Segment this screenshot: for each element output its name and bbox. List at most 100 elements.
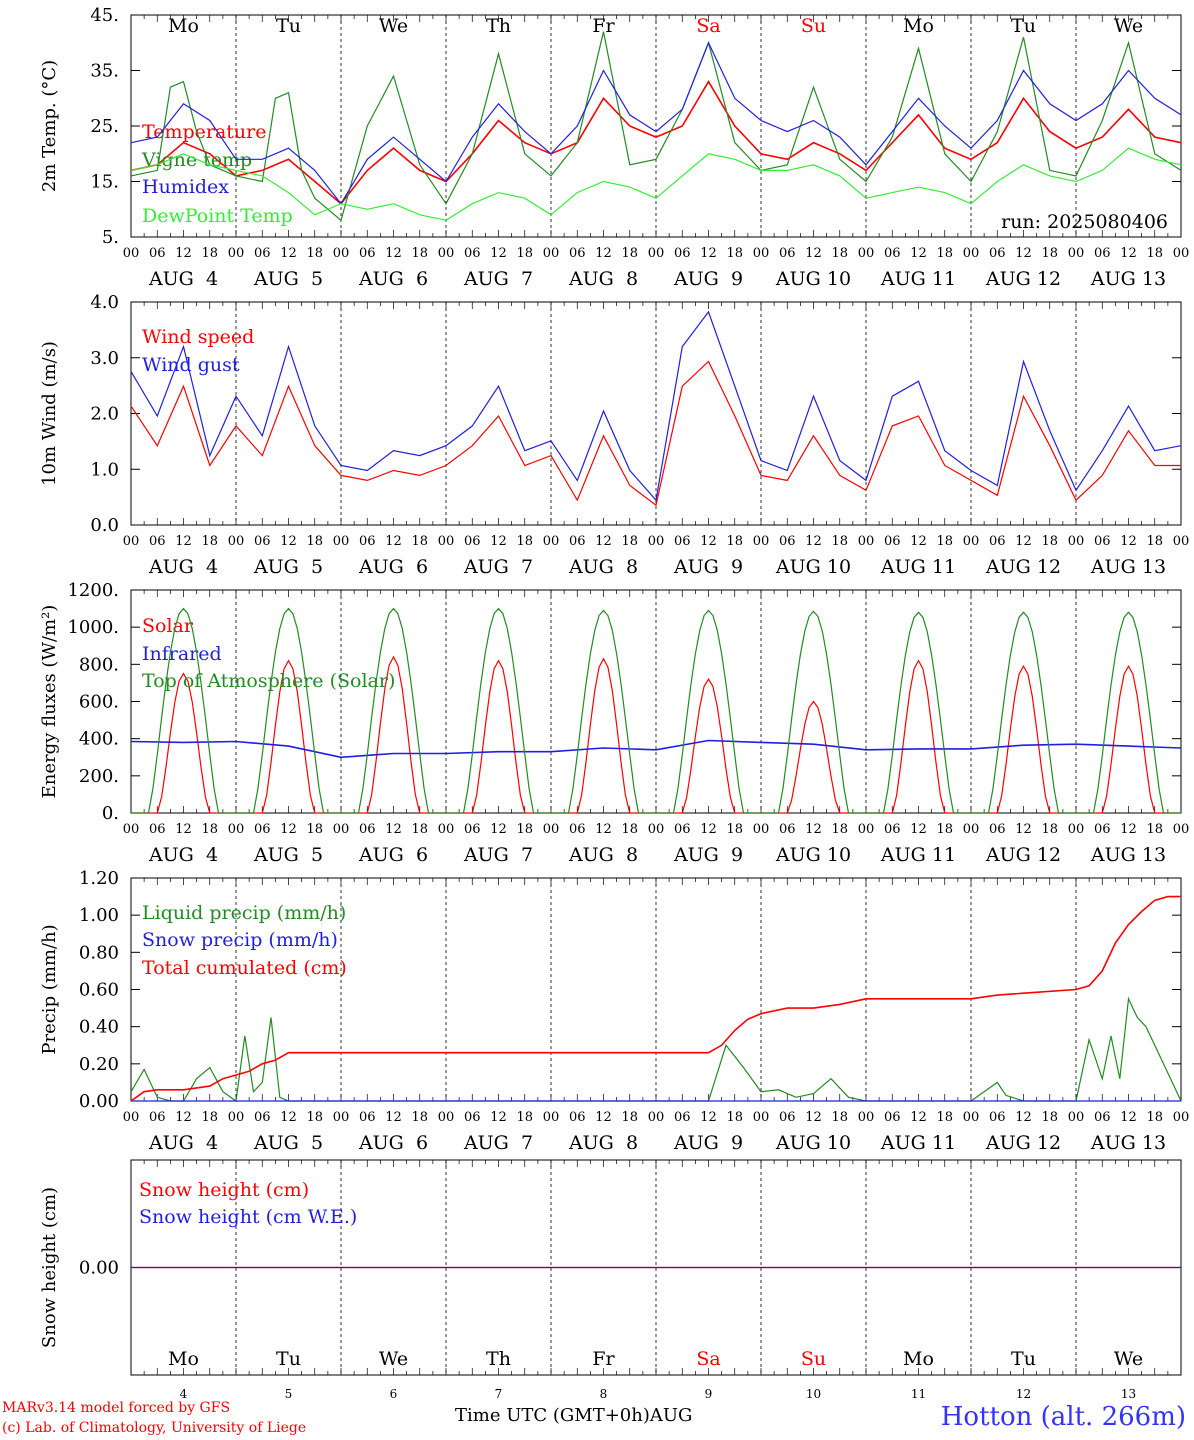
hour-label: 12 <box>700 1110 717 1125</box>
hour-label: 00 <box>543 822 560 837</box>
date-label: AUG 8 <box>568 268 638 290</box>
hour-label: 12 <box>175 822 192 837</box>
hour-label: 00 <box>858 822 875 837</box>
hour-label: 00 <box>753 534 770 549</box>
hour-label: 06 <box>569 822 586 837</box>
hour-label: 12 <box>490 534 507 549</box>
hour-label: 18 <box>411 534 428 549</box>
date-label: AUG 5 <box>253 844 323 866</box>
series-line <box>130 310 1182 502</box>
weekday-label: Mo <box>903 15 934 37</box>
hour-label: 00 <box>543 246 560 261</box>
hour-label: 12 <box>910 822 927 837</box>
hour-label: 18 <box>306 1110 323 1125</box>
hour-label: 18 <box>936 822 953 837</box>
series-line <box>130 80 1182 205</box>
legend-label: Wind speed <box>142 326 254 348</box>
hour-label: 12 <box>175 1110 192 1125</box>
hour-label: 12 <box>1015 246 1032 261</box>
hour-label: 06 <box>674 534 691 549</box>
hour-label: 00 <box>858 534 875 549</box>
weekday-label: Fr <box>592 15 615 37</box>
hour-label: 12 <box>1120 1110 1137 1125</box>
hour-label: 12 <box>1120 246 1137 261</box>
date-label: AUG 6 <box>358 556 428 578</box>
legend-label: Solar <box>142 615 194 637</box>
hour-label: 06 <box>779 534 796 549</box>
hour-label: 06 <box>884 534 901 549</box>
hour-label: 00 <box>123 822 140 837</box>
hour-label: 18 <box>1146 534 1163 549</box>
y-axis-label: Energy fluxes (W/m²) <box>39 605 60 799</box>
y-tick-label: 800. <box>79 654 119 675</box>
hour-label: 06 <box>1094 822 1111 837</box>
hour-label: 12 <box>805 534 822 549</box>
hour-label: 00 <box>1173 246 1190 261</box>
date-label: AUG 13 <box>1090 844 1166 866</box>
hour-label: 06 <box>569 534 586 549</box>
hour-label: 06 <box>359 1110 376 1125</box>
hour-label: 00 <box>753 246 770 261</box>
hour-label: 12 <box>805 1110 822 1125</box>
y-tick-label: 200. <box>79 766 119 787</box>
hour-label: 06 <box>464 1110 481 1125</box>
run-label: run: 2025080406 <box>1001 211 1168 233</box>
panel-frame <box>130 589 1182 814</box>
day-number: 5 <box>285 1387 293 1401</box>
hour-label: 00 <box>333 1110 350 1125</box>
weekday-label: Th <box>486 1348 511 1370</box>
y-tick-label: 1.00 <box>79 905 119 926</box>
hour-label: 00 <box>1068 534 1085 549</box>
hour-label: 12 <box>490 822 507 837</box>
hour-label: 12 <box>385 534 402 549</box>
hour-label: 12 <box>280 822 297 837</box>
model-credit: MARv3.14 model forced by GFS <box>2 1400 231 1416</box>
hour-label: 00 <box>1173 534 1190 549</box>
series-line <box>130 996 1182 1103</box>
date-label: AUG 8 <box>568 844 638 866</box>
weekday-label: Fr <box>592 1348 615 1370</box>
hour-label: 18 <box>201 1110 218 1125</box>
weekday-label: We <box>379 1348 408 1370</box>
hour-label: 00 <box>123 246 140 261</box>
hour-label: 06 <box>674 1110 691 1125</box>
hour-label: 12 <box>595 534 612 549</box>
hour-label: 18 <box>936 534 953 549</box>
hour-label: 00 <box>648 534 665 549</box>
y-tick-label: 0.40 <box>79 1017 119 1038</box>
y-tick-label: 15. <box>90 172 119 193</box>
weekday-label: Su <box>801 15 826 37</box>
date-label: AUG 7 <box>463 844 533 866</box>
hour-label: 18 <box>306 246 323 261</box>
hour-label: 18 <box>936 246 953 261</box>
hour-label: 18 <box>726 822 743 837</box>
date-label: AUG 12 <box>985 268 1061 290</box>
legend-label: Infrared <box>142 643 222 665</box>
y-tick-label: 1200. <box>67 580 119 601</box>
hour-label: 06 <box>149 534 166 549</box>
y-axis-label: 2m Temp. (°C) <box>39 60 60 192</box>
hour-label: 18 <box>306 534 323 549</box>
weekday-label: We <box>1114 1348 1143 1370</box>
day-number: 13 <box>1121 1387 1136 1401</box>
y-tick-label: 0.80 <box>79 942 119 963</box>
y-axis-label: Snow height (cm) <box>39 1187 60 1348</box>
date-label: AUG 11 <box>880 1132 956 1154</box>
date-label: AUG 12 <box>985 844 1061 866</box>
series-line <box>130 739 1182 759</box>
hour-label: 12 <box>490 246 507 261</box>
panel-frame <box>130 301 1182 526</box>
legend-label: Liquid precip (mm/h) <box>142 902 346 924</box>
legend-label: Snow height (cm W.E.) <box>139 1206 357 1228</box>
hour-label: 18 <box>1041 1110 1058 1125</box>
y-axis-label: Precip (mm/h) <box>39 924 60 1054</box>
hour-label: 06 <box>569 246 586 261</box>
hour-label: 00 <box>1068 246 1085 261</box>
legend-label: DewPoint Temp <box>142 205 293 227</box>
hour-label: 12 <box>910 1110 927 1125</box>
hour-label: 18 <box>621 246 638 261</box>
date-label: AUG 9 <box>673 556 743 578</box>
date-label: AUG 10 <box>775 268 851 290</box>
hour-label: 18 <box>306 822 323 837</box>
day-number: 8 <box>600 1387 608 1401</box>
